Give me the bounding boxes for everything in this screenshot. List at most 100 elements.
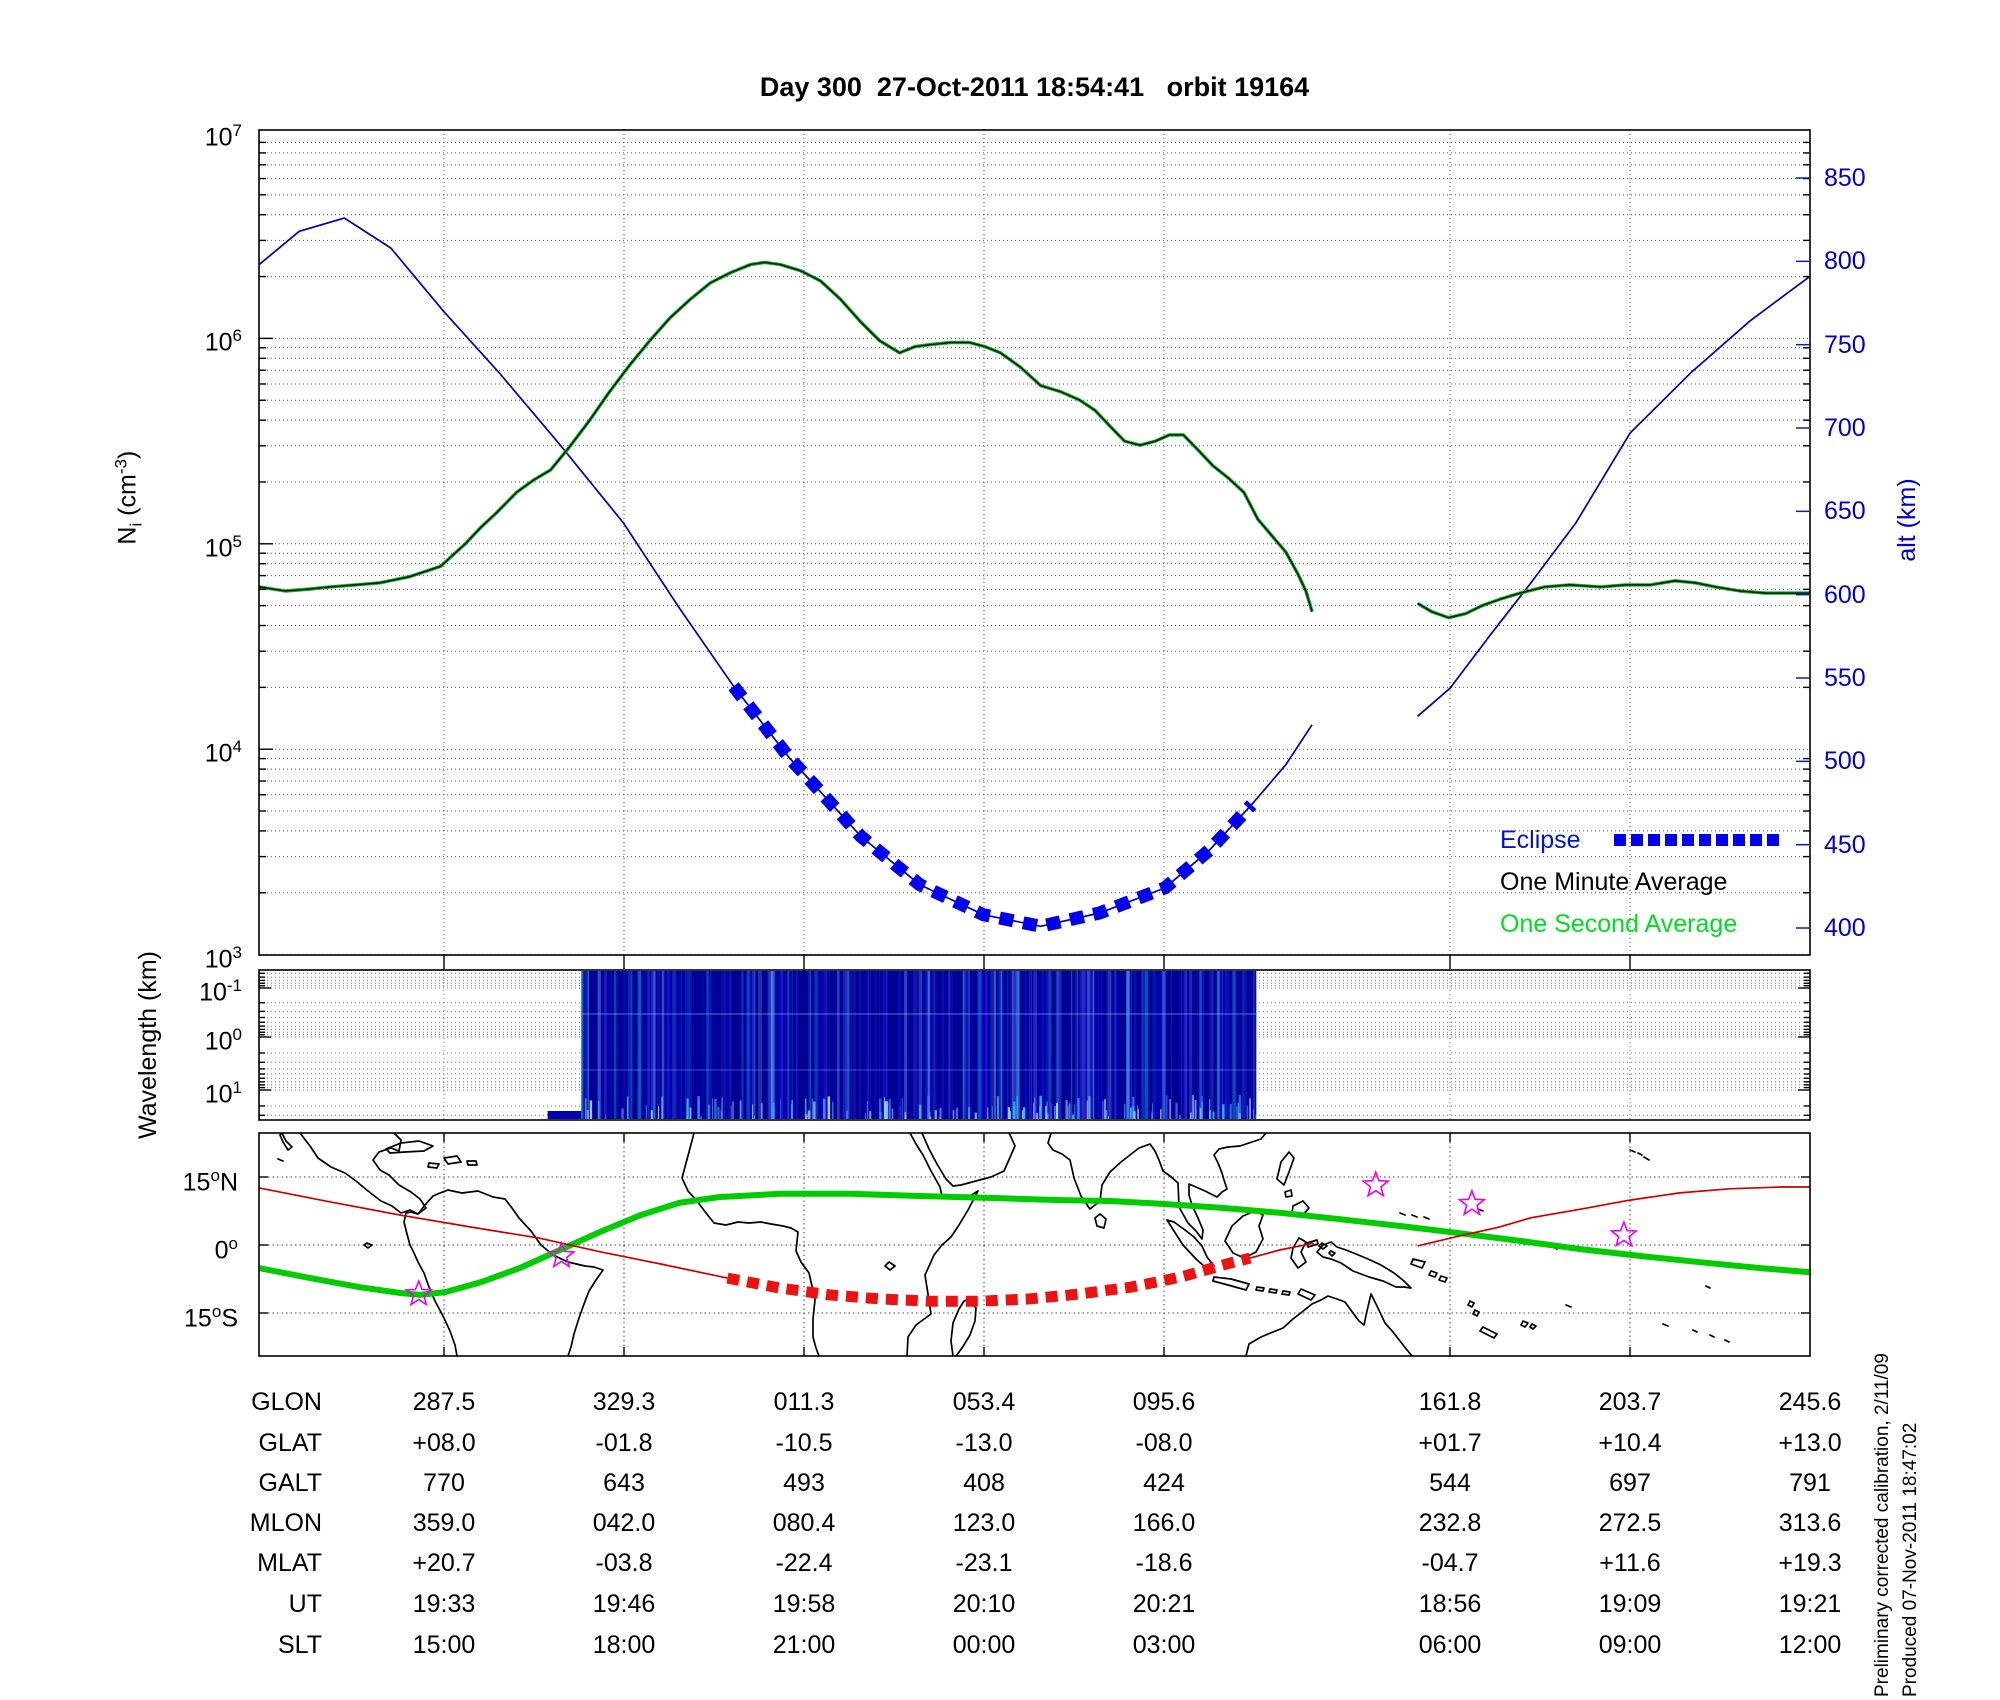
legend-square xyxy=(1648,834,1660,846)
altitude-tick-label: 500 xyxy=(1824,747,1866,776)
table-cell-ut: 19:09 xyxy=(1598,1590,1662,1618)
altitude-tick-label: 400 xyxy=(1824,914,1866,942)
table-cell-slt: 15:00 xyxy=(412,1631,476,1659)
altitude-tick-label: 650 xyxy=(1824,497,1866,526)
table-cell-mlat: +20.7 xyxy=(412,1549,476,1577)
table-row-label: GLON xyxy=(251,1388,322,1416)
density-tick-label: 106 xyxy=(204,326,242,357)
table-cell-glat: +08.0 xyxy=(412,1429,476,1457)
table-cell-mlon: 166.0 xyxy=(1132,1509,1196,1537)
table-cell-glat: +10.4 xyxy=(1598,1429,1662,1457)
map-lat-tick-label: 15oS xyxy=(184,1301,238,1333)
table-cell-mlon: 359.0 xyxy=(412,1509,476,1537)
wavelength-tick-label: 100 xyxy=(204,1025,242,1056)
table-cell-galt: 791 xyxy=(1789,1469,1831,1497)
table-cell-glat: +13.0 xyxy=(1778,1429,1842,1457)
table-row-label: MLON xyxy=(249,1509,322,1537)
table-cell-mlat: -23.1 xyxy=(955,1549,1013,1577)
table-cell-ut: 18:56 xyxy=(1418,1590,1482,1618)
ground-station-star xyxy=(1609,1219,1639,1248)
legend-square xyxy=(1614,834,1626,846)
table-row-label: UT xyxy=(288,1590,322,1618)
table-cell-mlat: +11.6 xyxy=(1599,1549,1661,1577)
ground-station-star xyxy=(1361,1169,1391,1198)
table-row-label: MLAT xyxy=(257,1549,322,1577)
produced-note: Produced 07-Nov-2011 18:47:02 xyxy=(1900,1422,1921,1697)
table-cell-slt: 21:00 xyxy=(772,1631,836,1659)
table-cell-mlon: 272.5 xyxy=(1598,1509,1662,1537)
altitude-tick-label: 700 xyxy=(1824,414,1866,442)
legend-square xyxy=(1631,834,1643,846)
table-cell-slt: 00:00 xyxy=(952,1631,1016,1659)
table-cell-mlon: 042.0 xyxy=(592,1509,656,1537)
map-lat-tick-label: 0o xyxy=(214,1234,238,1265)
legend-one-minute-label: One Minute Average xyxy=(1500,868,1728,896)
table-row-label: GALT xyxy=(258,1469,322,1497)
table-cell-glat: -08.0 xyxy=(1135,1429,1193,1457)
legend-square xyxy=(1716,834,1728,846)
table-cell-glon: 053.4 xyxy=(952,1388,1016,1416)
table-row-label: SLT xyxy=(278,1631,322,1659)
legend-square xyxy=(1750,834,1762,846)
table-cell-glon: 161.8 xyxy=(1418,1388,1482,1416)
legend-square xyxy=(1699,834,1711,846)
altitude-tick-label: 550 xyxy=(1824,664,1866,692)
altitude-tick-label: 850 xyxy=(1824,164,1866,192)
table-cell-slt: 03:00 xyxy=(1132,1631,1196,1659)
legend-square xyxy=(1665,834,1677,846)
table-cell-glon: 011.3 xyxy=(773,1388,835,1416)
ground-station-star xyxy=(1457,1188,1487,1217)
table-cell-ut: 20:10 xyxy=(952,1590,1016,1618)
table-cell-glat: -13.0 xyxy=(955,1429,1013,1457)
table-cell-mlat: -18.6 xyxy=(1135,1549,1193,1577)
density-tick-label: 103 xyxy=(204,942,242,973)
wavelength-panel-frame xyxy=(258,969,1811,1121)
table-cell-glat: +01.7 xyxy=(1418,1429,1482,1457)
table-cell-glon: 287.5 xyxy=(412,1388,476,1416)
table-cell-glon: 329.3 xyxy=(592,1388,656,1416)
table-cell-slt: 06:00 xyxy=(1418,1631,1482,1659)
density-tick-label: 107 xyxy=(204,121,242,152)
table-cell-ut: 20:21 xyxy=(1132,1590,1196,1618)
wavelength-tick-label: 101 xyxy=(204,1078,242,1109)
map-lat-tick-label: 15oN xyxy=(182,1166,238,1197)
table-cell-galt: 770 xyxy=(423,1469,465,1497)
table-cell-mlon: 080.4 xyxy=(772,1509,836,1537)
table-cell-galt: 493 xyxy=(783,1469,825,1497)
legend-one-second-label: One Second Average xyxy=(1500,910,1738,938)
altitude-tick-label: 450 xyxy=(1824,830,1866,859)
page-title: Day 300 27-Oct-2011 18:54:41 orbit 19164 xyxy=(759,72,1310,102)
table-cell-glon: 203.7 xyxy=(1598,1388,1662,1416)
table-cell-glat: -01.8 xyxy=(595,1429,653,1457)
table-cell-ut: 19:33 xyxy=(412,1590,476,1618)
table-cell-ut: 19:46 xyxy=(592,1590,656,1618)
table-cell-glat: -10.5 xyxy=(775,1429,833,1457)
density-tick-label: 104 xyxy=(204,737,242,768)
table-cell-ut: 19:58 xyxy=(772,1590,836,1618)
ground-station-star xyxy=(404,1278,434,1307)
table-cell-glon: 245.6 xyxy=(1778,1388,1842,1416)
table-cell-slt: 18:00 xyxy=(592,1631,656,1659)
density-panel-frame xyxy=(258,129,1811,956)
table-cell-slt: 09:00 xyxy=(1598,1631,1662,1659)
table-cell-mlat: -22.4 xyxy=(775,1549,833,1577)
altitude-tick-label: 600 xyxy=(1824,580,1866,609)
altitude-tick-label: 800 xyxy=(1824,247,1866,276)
table-cell-glon: 095.6 xyxy=(1132,1388,1196,1416)
table-cell-mlat: +19.3 xyxy=(1778,1549,1842,1577)
legend-square xyxy=(1682,834,1694,846)
table-cell-mlon: 232.8 xyxy=(1418,1509,1482,1537)
wavelength-tick-label: 10-1 xyxy=(199,976,242,1007)
altitude-tick-label: 750 xyxy=(1824,330,1866,359)
table-cell-slt: 12:00 xyxy=(1778,1631,1842,1659)
legend-square xyxy=(1733,834,1745,846)
gridlines xyxy=(259,130,1810,1356)
table-cell-galt: 544 xyxy=(1429,1469,1471,1497)
table-cell-ut: 19:21 xyxy=(1778,1590,1842,1618)
density-tick-label: 105 xyxy=(204,531,242,563)
table-cell-mlat: -03.8 xyxy=(595,1549,653,1577)
table-cell-mlon: 313.6 xyxy=(1778,1509,1842,1537)
legend-eclipse-label: Eclipse xyxy=(1500,826,1581,854)
